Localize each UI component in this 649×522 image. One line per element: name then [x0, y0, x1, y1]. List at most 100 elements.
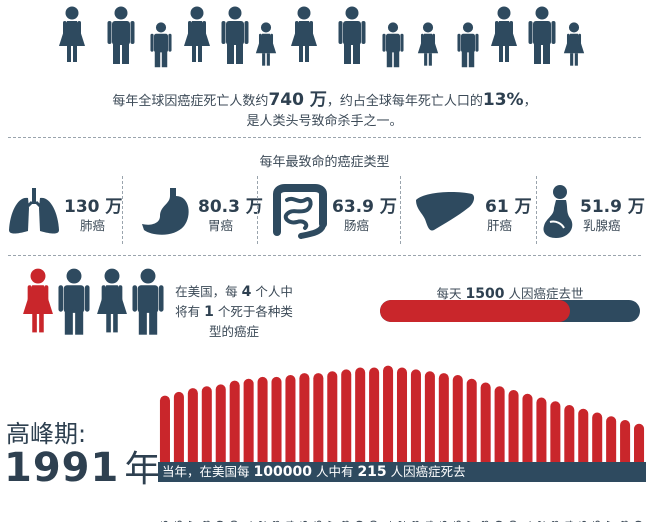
divider — [8, 255, 641, 256]
tick-label-2001: 2001 — [522, 520, 533, 522]
global-deaths-number: 740 万 — [268, 90, 327, 110]
divider — [536, 176, 537, 244]
bar-1997 — [466, 378, 477, 482]
bar-1996 — [452, 375, 463, 482]
cancer-types-title: 每年最致命的癌症类型 — [259, 155, 390, 170]
woman-figure-icon — [59, 6, 85, 62]
bar-1978 — [201, 386, 212, 482]
stomach-cancer-label: 胃癌 — [208, 218, 234, 233]
bar-1976 — [173, 391, 184, 482]
tick-label-1983: 1983 — [272, 520, 283, 522]
tick-label-1997: 1997 — [467, 520, 478, 522]
man-figure-icon — [338, 6, 366, 64]
man-figure-icon — [528, 6, 556, 64]
woman-figure-icon — [97, 268, 127, 333]
liver-icon — [416, 192, 475, 231]
peak-banner: 当年，在美国每 100000 人中有 215 人因癌症死去 — [158, 462, 646, 482]
tick-label-2004: 2004 — [564, 520, 575, 522]
bar-1995 — [438, 373, 449, 482]
tick-label-2009: 2009 — [634, 520, 645, 522]
tick-label-1985: 1985 — [299, 520, 310, 522]
tick-label-1992: 1992 — [397, 520, 408, 522]
global-deaths-text-line2: 是人类头号致命杀手之一。 — [246, 114, 403, 129]
daily-deaths-bar — [380, 300, 640, 322]
tick-label-2008: 2008 — [620, 520, 631, 522]
tick-label-2000: 2000 — [509, 520, 520, 522]
woman-figure-icon — [491, 6, 517, 62]
man-figure-icon — [107, 6, 135, 64]
divider — [257, 176, 258, 244]
bar-2000 — [508, 390, 519, 482]
bar-1987 — [327, 371, 338, 482]
colon-cancer-value: 63.9 万 — [332, 197, 397, 217]
girl-figure-icon — [417, 22, 439, 66]
peak-label: 高峰期: — [6, 420, 87, 448]
lung-cancer-value: 130 万 — [64, 197, 123, 217]
bar-1984 — [285, 375, 296, 482]
liver-cancer-label: 肝癌 — [487, 218, 513, 233]
bar-1992 — [396, 367, 408, 482]
stomach-cancer-value: 80.3 万 — [198, 197, 263, 217]
tick-label-1990: 1990 — [369, 520, 380, 522]
breast-icon — [543, 185, 573, 238]
liver-cancer-value: 61 万 — [485, 197, 532, 217]
bar-1985 — [299, 373, 310, 482]
man-figure-icon — [58, 268, 90, 335]
bar-1986 — [313, 373, 324, 482]
tick-label-1986: 1986 — [313, 520, 324, 522]
peak-year: 1991 年 — [4, 445, 161, 491]
bar-1991 — [383, 365, 394, 482]
tick-label-1996: 1996 — [453, 520, 464, 522]
cancer-deaths-chart: 1975197619771978197919801981198219831984… — [159, 365, 645, 522]
tick-label-1981: 1981 — [244, 520, 255, 522]
bar-1994 — [424, 371, 435, 482]
lungs-icon — [9, 188, 59, 234]
breast-cancer-label: 乳腺癌 — [583, 218, 621, 233]
divider — [8, 137, 641, 138]
bar-1981 — [243, 378, 254, 482]
boy-figure-icon — [150, 22, 172, 68]
bar-1989 — [355, 367, 366, 482]
bar-1982 — [257, 376, 268, 482]
woman-figure-icon — [291, 6, 317, 62]
tick-label-1989: 1989 — [355, 520, 366, 522]
bar-1990 — [369, 367, 380, 482]
tick-label-1977: 1977 — [188, 520, 199, 522]
global-deaths-text: 每年全球因癌症死亡人数约740 万，约占全球每年死亡人口的13%， — [112, 90, 537, 110]
tick-label-1999: 1999 — [495, 520, 506, 522]
us-ratio-text: 在美国，每 4 个人中 将有 1 个死于各种类 型的癌症 — [175, 284, 293, 339]
us-figures — [23, 268, 164, 335]
tick-label-1979: 1979 — [216, 520, 227, 522]
tick-label-1987: 1987 — [327, 520, 338, 522]
boy-figure-icon — [382, 22, 404, 68]
tick-label-1976: 1976 — [174, 520, 185, 522]
girl-figure-icon — [255, 22, 277, 66]
man-figure-icon — [221, 6, 249, 64]
tick-label-1984: 1984 — [285, 520, 296, 522]
bar-1979 — [215, 384, 226, 482]
colon-cancer-label: 肠癌 — [344, 218, 370, 233]
woman-figure-icon — [184, 6, 210, 62]
lung-cancer-label: 肺癌 — [80, 218, 106, 233]
divider — [400, 176, 401, 244]
bar-1998 — [480, 382, 491, 482]
tick-label-1978: 1978 — [202, 520, 213, 522]
tick-label-2006: 2006 — [592, 520, 603, 522]
tick-label-2005: 2005 — [578, 520, 589, 522]
tick-label-2003: 2003 — [550, 520, 561, 522]
tick-label-1993: 1993 — [411, 520, 422, 522]
boy-figure-icon — [457, 22, 479, 68]
tick-label-2007: 2007 — [606, 520, 617, 522]
tick-label-1995: 1995 — [439, 520, 450, 522]
woman-figure-icon — [23, 268, 53, 333]
bar-1980 — [229, 380, 240, 482]
bar-1993 — [410, 369, 421, 482]
tick-label-1994: 1994 — [425, 520, 436, 522]
stomach-icon — [142, 188, 189, 235]
intestine-icon — [273, 184, 327, 239]
daily-deaths-text: 每天 1500 人因癌症去世 — [436, 286, 584, 302]
tick-label-1988: 1988 — [341, 520, 352, 522]
population-figures — [59, 6, 585, 68]
girl-figure-icon — [563, 22, 585, 66]
bar-2002 — [536, 397, 547, 482]
